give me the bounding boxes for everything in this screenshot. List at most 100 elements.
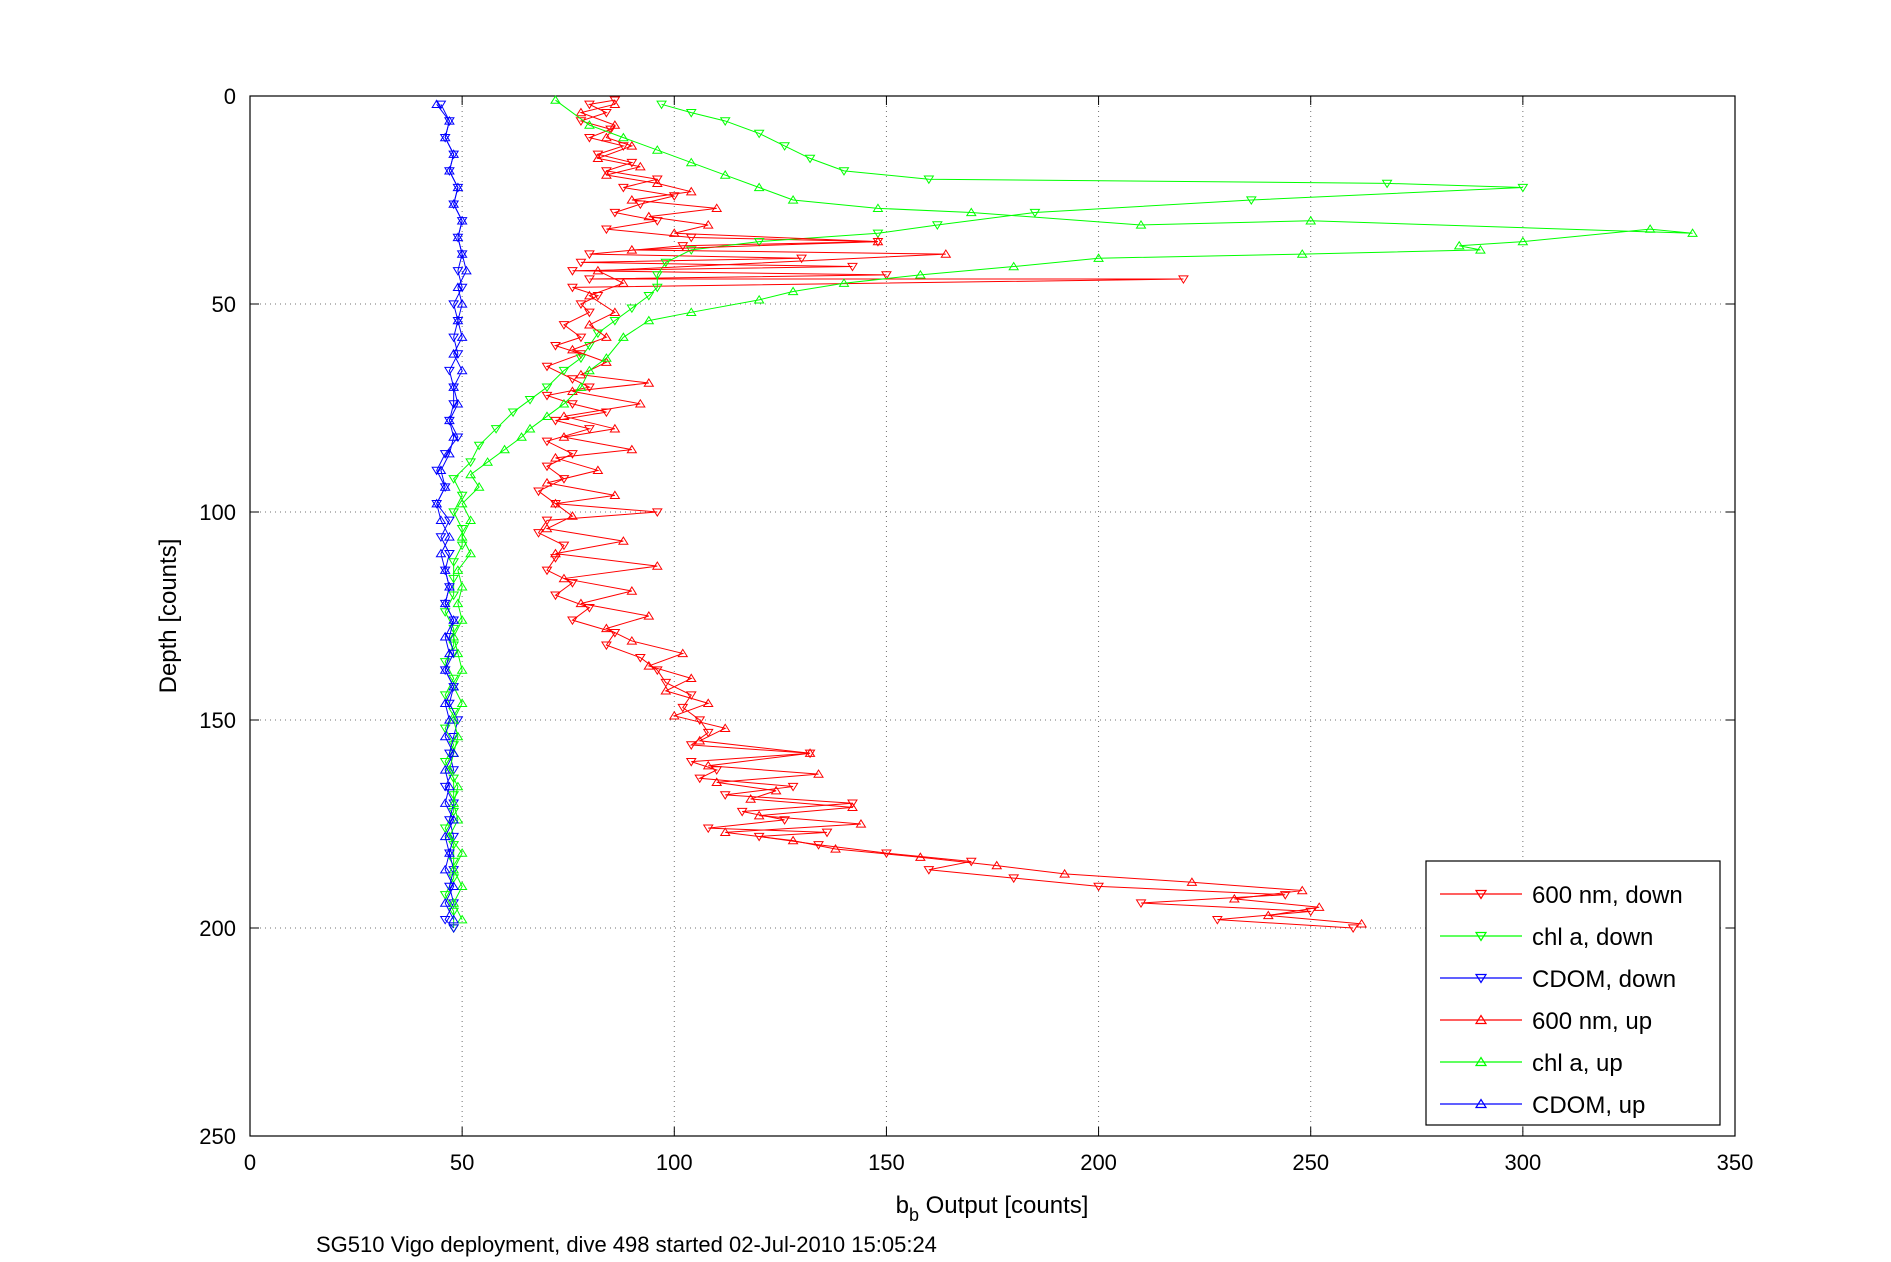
data-point <box>439 565 451 574</box>
data-point <box>439 831 451 841</box>
data-point <box>452 398 464 408</box>
data-point <box>643 292 655 301</box>
data-point <box>541 477 553 487</box>
data-point <box>600 623 612 633</box>
data-point <box>456 665 468 674</box>
data-series <box>431 95 1698 933</box>
data-point <box>584 308 595 318</box>
data-point <box>444 816 455 825</box>
data-point <box>452 598 464 608</box>
data-point <box>550 95 561 104</box>
data-point <box>575 107 587 117</box>
x-tick-label: 100 <box>656 1150 693 1175</box>
data-point <box>584 133 595 143</box>
data-point <box>435 533 447 542</box>
data-point <box>524 423 536 433</box>
y-tick-label: 50 <box>212 292 236 317</box>
legend-entry: chl a, up <box>1440 1050 1623 1077</box>
data-point <box>439 782 451 792</box>
data-point <box>448 199 460 208</box>
data-point <box>541 362 553 372</box>
data-point <box>533 487 544 497</box>
data-point <box>685 108 697 118</box>
data-point <box>448 432 460 441</box>
data-point <box>584 275 595 285</box>
data-point <box>550 416 561 426</box>
data-point <box>448 748 460 757</box>
data-point <box>452 315 464 325</box>
data-point <box>575 117 587 126</box>
data-point <box>567 386 578 396</box>
data-point <box>617 183 629 193</box>
data-point <box>1135 219 1147 229</box>
data-point <box>1296 885 1308 895</box>
data-point <box>702 698 714 708</box>
data-point <box>838 278 850 287</box>
data-point <box>651 283 663 293</box>
data-point <box>444 516 455 526</box>
data-point <box>626 158 638 168</box>
data-point <box>685 673 697 683</box>
data-point <box>668 710 680 720</box>
data-point <box>1029 208 1041 218</box>
data-point <box>439 864 451 874</box>
data-point <box>465 548 477 558</box>
data-point <box>567 450 578 459</box>
data-point <box>694 716 706 725</box>
legend-swatch-marker <box>1474 889 1488 900</box>
data-point <box>847 802 858 812</box>
data-point <box>584 250 595 260</box>
y-tick-label: 250 <box>199 1124 236 1149</box>
data-point <box>855 819 867 828</box>
data-point <box>456 698 468 708</box>
data-point <box>584 120 595 129</box>
data-point <box>456 299 468 308</box>
data-point <box>634 398 646 408</box>
data-point <box>719 723 731 732</box>
data-point <box>719 827 731 836</box>
data-point <box>439 665 451 674</box>
x-tick-label: 250 <box>1292 1150 1329 1175</box>
data-point <box>643 611 655 620</box>
data-point <box>558 573 570 583</box>
data-point <box>439 916 451 925</box>
data-point <box>753 810 765 820</box>
data-point <box>452 232 464 242</box>
legend-entry: 600 nm, down <box>1440 882 1683 909</box>
data-point <box>600 225 612 235</box>
data-point <box>567 579 578 588</box>
data-point <box>1517 236 1529 246</box>
data-point <box>1059 868 1071 878</box>
data-point <box>456 283 468 293</box>
data-point <box>1178 275 1189 285</box>
legend-swatch-marker <box>1474 1098 1488 1109</box>
data-point <box>1687 228 1698 237</box>
data-point <box>456 615 468 624</box>
data-point <box>448 814 460 824</box>
data-point <box>558 366 570 376</box>
data-point <box>634 161 646 171</box>
data-point <box>550 591 561 601</box>
data-point <box>444 415 455 425</box>
data-point <box>456 531 468 541</box>
y-tick-label: 150 <box>199 708 236 733</box>
data-point <box>448 766 460 775</box>
data-point <box>448 333 460 343</box>
data-point <box>448 708 460 717</box>
legend-entry: 600 nm, up <box>1440 1008 1652 1035</box>
data-point <box>702 728 714 738</box>
legend-label: 600 nm, down <box>1532 882 1683 909</box>
legend-entry: chl a, down <box>1440 924 1653 951</box>
data-point <box>1305 215 1317 225</box>
data-point <box>651 145 663 154</box>
data-point <box>439 608 451 617</box>
data-point <box>431 498 443 508</box>
data-point <box>685 307 697 316</box>
data-point <box>694 774 706 784</box>
data-point <box>914 852 926 861</box>
data-point <box>584 319 595 329</box>
data-point <box>685 691 697 701</box>
x-tick-label: 50 <box>450 1150 474 1175</box>
series-line <box>444 103 1523 928</box>
data-point <box>719 170 731 179</box>
